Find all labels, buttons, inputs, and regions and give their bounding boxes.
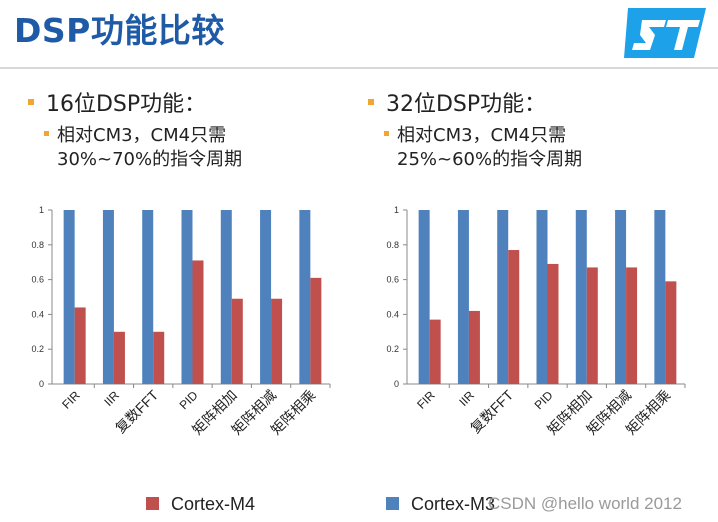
y-tick-label: 0.8 [31,240,44,250]
bar-m4-矩阵相减 [271,298,283,384]
y-tick-label: 0.4 [386,309,399,319]
x-category-label: PID [177,388,201,412]
legend-m4-label: Cortex-M4 [171,494,256,514]
y-tick-label: 1 [394,205,399,215]
right-panel-text: 32位DSP功能： 相对CM3，CM4只需 25%~60%的指令周期 [368,86,582,172]
st-logo-icon [624,8,706,58]
left-subtext: 相对CM3，CM4只需 30%~70%的指令周期 [44,124,242,172]
watermark: CSDN @hello world 2012 [488,494,682,513]
bar-m4-PID [192,260,204,384]
bar-m3-PID [181,210,193,384]
x-category-label: 复数FFT [467,386,517,436]
right-sub-line1: 相对CM3，CM4只需 [397,125,567,146]
bar-m4-矩阵相减 [626,267,638,384]
bar-m3-矩阵相乘 [299,210,311,384]
y-tick-label: 0.8 [386,240,399,250]
bar-m4-矩阵相乘 [665,281,677,384]
legend-m3-label: Cortex-M3 [411,494,496,514]
y-tick-label: 0.6 [386,275,399,285]
bar-m4-复数FFT [508,250,520,384]
y-tick-label: 0 [39,379,44,389]
bar-m4-矩阵相加 [231,298,243,384]
y-tick-label: 1 [39,205,44,215]
bar-m3-PID [536,210,548,384]
y-tick-label: 0.6 [31,275,44,285]
bar-m4-FIR [429,319,441,384]
bar-m3-IIR [457,210,469,384]
y-tick-label: 0.4 [31,309,44,319]
bar-m3-复数FFT [497,210,509,384]
bar-m3-FIR [63,210,75,384]
x-category-label: PID [532,388,556,412]
x-category-label: IIR [456,388,477,409]
bar-m3-FIR [418,210,430,384]
bar-m4-矩阵相加 [586,267,598,384]
x-category-label: 复数FFT [112,386,162,436]
left-sub-line2: 30%~70%的指令周期 [57,149,243,170]
bar-m3-IIR [102,210,114,384]
right-heading: 32位DSP功能： [368,86,582,118]
legend-m3: Cortex-M3 [386,494,495,515]
right-sub-line2: 25%~60%的指令周期 [397,149,583,170]
bar-m3-矩阵相加 [220,210,232,384]
bar-m3-矩阵相加 [575,210,587,384]
bar-m4-矩阵相乘 [310,277,322,384]
legend-m3-swatch [386,496,399,510]
y-tick-label: 0 [394,379,399,389]
y-tick-label: 0.2 [31,344,44,354]
header-divider [0,67,718,69]
x-category-label: FIR [414,388,438,412]
left-heading: 16位DSP功能： [28,86,242,118]
bar-m4-复数FFT [153,331,165,384]
legend-m4: Cortex-M4 [146,494,255,515]
bar-m3-复数FFT [142,210,154,384]
legend-m4-swatch [146,496,159,510]
left-sub-line1: 相对CM3，CM4只需 [57,125,227,146]
bar-m3-矩阵相乘 [654,210,666,384]
bar-m3-矩阵相减 [615,210,627,384]
bar-m3-矩阵相减 [260,210,272,384]
bar-m4-IIR [468,310,480,384]
page-title: DSP功能比较 [14,11,225,50]
right-subtext: 相对CM3，CM4只需 25%~60%的指令周期 [384,124,582,172]
left-panel-text: 16位DSP功能： 相对CM3，CM4只需 30%~70%的指令周期 [28,86,242,172]
y-tick-label: 0.2 [386,344,399,354]
x-category-label: FIR [59,388,83,412]
x-category-label: IIR [101,388,122,409]
bar-m4-IIR [113,331,125,384]
bar-m4-FIR [74,307,86,384]
bar-m4-PID [547,263,559,384]
